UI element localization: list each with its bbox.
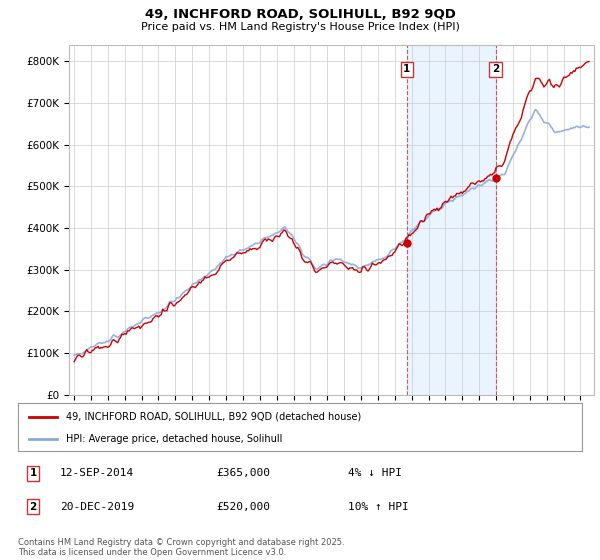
Text: 12-SEP-2014: 12-SEP-2014 xyxy=(60,468,134,478)
Text: 49, INCHFORD ROAD, SOLIHULL, B92 9QD: 49, INCHFORD ROAD, SOLIHULL, B92 9QD xyxy=(145,8,455,21)
Text: 10% ↑ HPI: 10% ↑ HPI xyxy=(348,502,409,512)
Text: £520,000: £520,000 xyxy=(216,502,270,512)
Text: 1: 1 xyxy=(29,468,37,478)
Text: £365,000: £365,000 xyxy=(216,468,270,478)
Text: Contains HM Land Registry data © Crown copyright and database right 2025.
This d: Contains HM Land Registry data © Crown c… xyxy=(18,538,344,557)
Text: 20-DEC-2019: 20-DEC-2019 xyxy=(60,502,134,512)
Text: 49, INCHFORD ROAD, SOLIHULL, B92 9QD (detached house): 49, INCHFORD ROAD, SOLIHULL, B92 9QD (de… xyxy=(66,412,361,422)
Text: HPI: Average price, detached house, Solihull: HPI: Average price, detached house, Soli… xyxy=(66,434,283,444)
Text: 2: 2 xyxy=(29,502,37,512)
Text: 1: 1 xyxy=(403,64,410,74)
Text: Price paid vs. HM Land Registry's House Price Index (HPI): Price paid vs. HM Land Registry's House … xyxy=(140,22,460,32)
Text: 4% ↓ HPI: 4% ↓ HPI xyxy=(348,468,402,478)
Text: 2: 2 xyxy=(492,64,499,74)
